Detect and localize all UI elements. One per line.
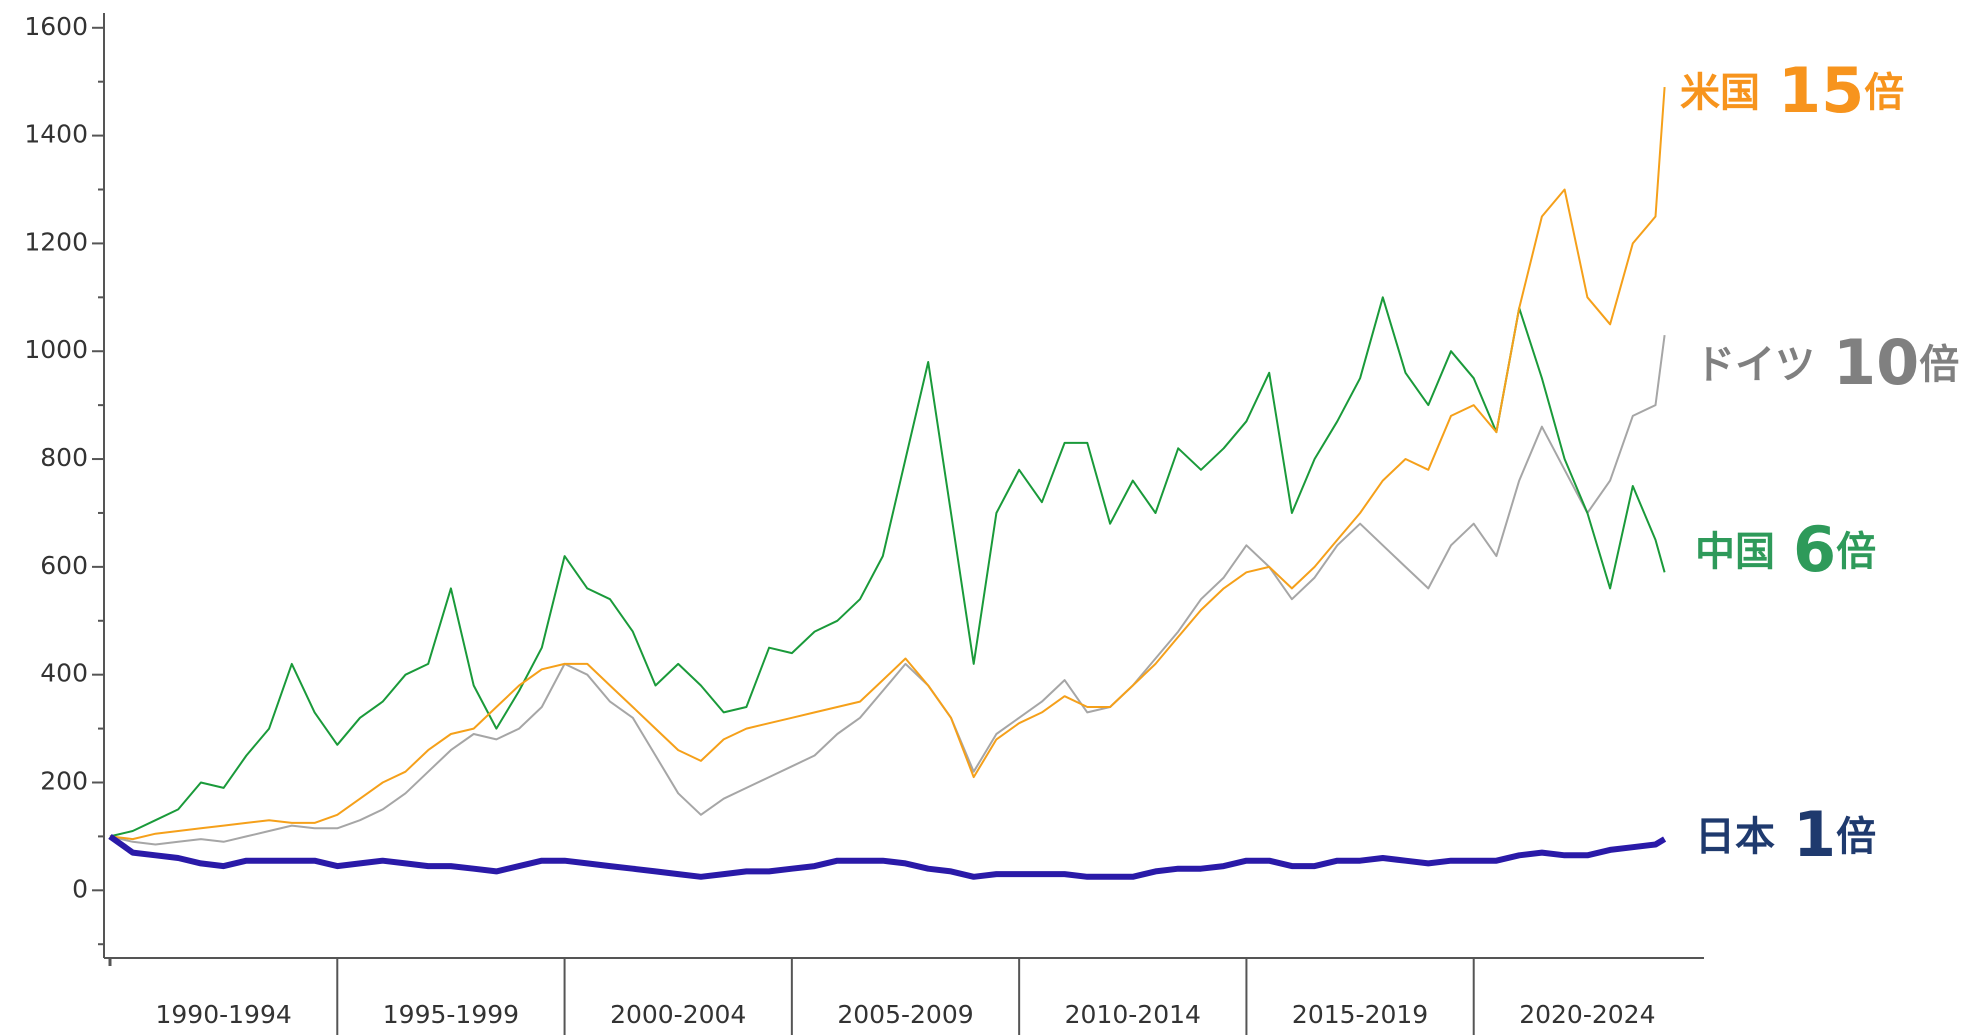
series-multiple: 6 [1793,513,1836,586]
y-tick-label: 600 [40,551,88,580]
x-tick-label: 2020-2024 [1519,1000,1655,1029]
series-multiple: 1 [1793,798,1836,871]
y-tick-label: 1000 [24,335,88,364]
series-end-label: 中国 6倍 [1695,513,1876,586]
series-unit: 倍 [1864,70,1904,116]
series-name: 日本 [1695,814,1775,860]
x-tick-label: 1990-1994 [156,1000,292,1029]
series-line [109,87,1666,841]
series-line [109,334,1666,846]
y-tick-label: 800 [40,443,88,472]
y-tick-label: 200 [40,766,88,795]
series-end-label: ドイツ 10倍 [1695,326,1959,399]
series-name: 米国 [1680,70,1760,116]
series-unit: 倍 [1836,814,1876,860]
series-line [109,296,1666,838]
series-end-label: 米国 15倍 [1680,54,1904,127]
series-multiple: 10 [1833,326,1919,399]
series-line [108,833,1667,880]
x-tick-label: 2000-2004 [610,1000,746,1029]
y-tick-label: 400 [40,659,88,688]
series-name: ドイツ [1695,342,1815,388]
y-tick-label: 1400 [24,120,88,149]
x-tick-label: 1995-1999 [383,1000,519,1029]
series-unit: 倍 [1836,529,1876,575]
series-unit: 倍 [1919,342,1959,388]
series-end-label: 日本 1倍 [1695,798,1876,871]
x-tick-label: 2010-2014 [1065,1000,1201,1029]
x-tick-label: 2015-2019 [1292,1000,1428,1029]
y-tick-label: 0 [72,874,88,903]
y-tick-label: 1200 [24,227,88,256]
x-tick-label: 2005-2009 [837,1000,973,1029]
y-tick-label: 1600 [24,12,88,41]
series-name: 中国 [1695,529,1775,575]
series-multiple: 15 [1778,54,1864,127]
